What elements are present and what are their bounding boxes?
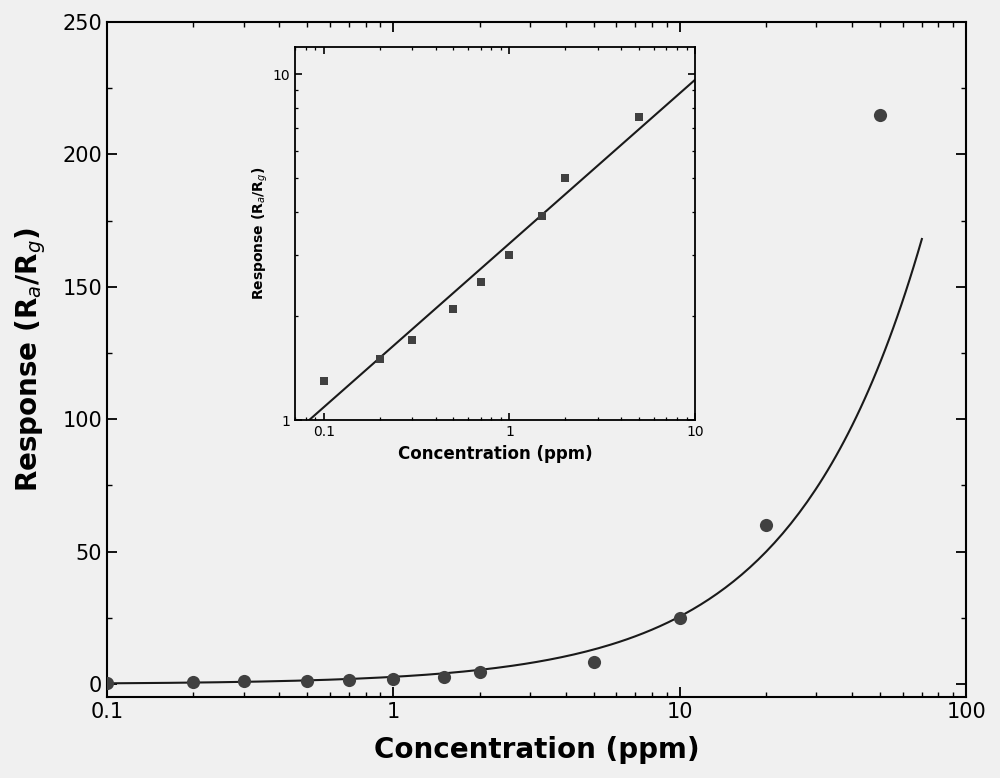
X-axis label: Concentration (ppm): Concentration (ppm) [374, 736, 699, 764]
Point [316, 374, 332, 387]
Point [185, 676, 201, 689]
Point [557, 172, 573, 184]
Point [299, 675, 315, 687]
Point [534, 209, 550, 222]
Point [473, 276, 489, 289]
X-axis label: Concentration (ppm): Concentration (ppm) [398, 444, 592, 463]
Point [631, 111, 647, 124]
Point [501, 249, 517, 261]
Point [404, 335, 420, 347]
Point [445, 303, 461, 315]
Point [872, 108, 888, 121]
Point [99, 677, 115, 689]
Point [672, 612, 688, 624]
Point [372, 353, 388, 366]
Y-axis label: Response (R$_a$/R$_g$): Response (R$_a$/R$_g$) [14, 227, 48, 492]
Point [341, 674, 357, 686]
Point [472, 666, 488, 678]
Point [385, 673, 401, 685]
Point [436, 671, 452, 683]
Point [236, 675, 252, 688]
Y-axis label: Response (R$_a$/R$_g$): Response (R$_a$/R$_g$) [250, 166, 270, 300]
Point [586, 655, 602, 668]
Point [758, 519, 774, 531]
